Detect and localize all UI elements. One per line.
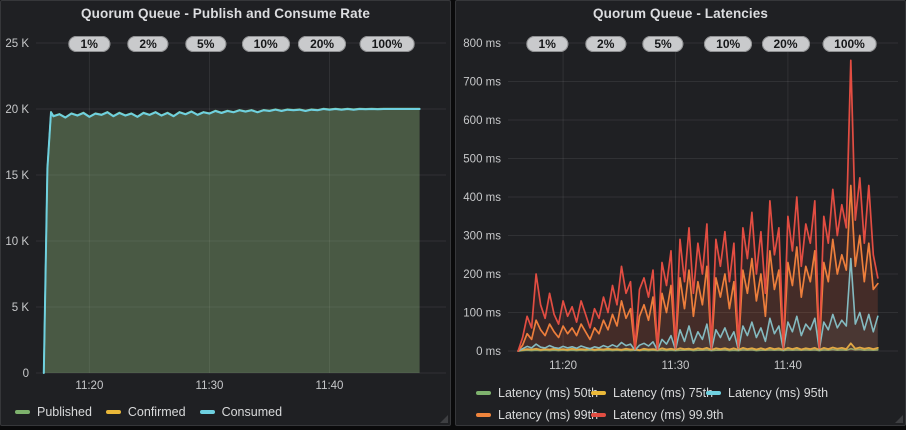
legend-swatch — [476, 413, 491, 417]
chart-legend: Published Confirmed Consumed — [15, 403, 282, 425]
series-latency-ms-50th — [517, 347, 879, 352]
legend-row: Latency (ms) 50th Latency (ms) 75th Latenc… — [476, 384, 828, 402]
chart-legend: Latency (ms) 50th Latency (ms) 75th Latenc… — [476, 384, 828, 428]
legend-swatch — [591, 391, 606, 395]
legend-label: Latency (ms) 95th — [728, 386, 829, 400]
legend-swatch — [591, 413, 606, 417]
y-axis-labels: 0 5 K 10 K 15 K 20 K 25 K — [5, 38, 29, 380]
x-axis-labels: 11:20 11:30 11:40 — [75, 380, 343, 392]
legend-swatch — [15, 410, 30, 414]
legend-swatch — [199, 410, 215, 414]
panel-title-publish-consume[interactable]: Quorum Queue - Publish and Consume Rate — [81, 6, 370, 21]
x-axis-labels: 11:20 11:30 11:40 — [549, 360, 802, 372]
grid-lines — [36, 42, 446, 374]
svg-text:11:20: 11:20 — [75, 380, 103, 392]
annotation-pill-5pct[interactable]: 5% — [642, 36, 684, 52]
legend-item-confirmed[interactable]: Confirmed — [105, 405, 186, 419]
legend-row: Published Confirmed Consumed — [15, 403, 282, 421]
legend-row: Latency (ms) 99th Latency (ms) 99.9th — [476, 406, 821, 424]
latencies-chart[interactable]: 0 ms 100 ms 200 ms 300 ms 400 ms 500 ms 600 ms… — [455, 0, 906, 427]
svg-text:400 ms: 400 ms — [463, 192, 501, 204]
svg-text:600 ms: 600 ms — [463, 115, 501, 127]
legend-label: Latency (ms) 99th — [498, 408, 599, 422]
legend-label: Latency (ms) 99.9th — [613, 408, 724, 422]
svg-text:15 K: 15 K — [5, 170, 29, 182]
annotation-pill-2pct[interactable]: 2% — [127, 36, 169, 52]
legend-item-latency-ms-75th[interactable]: Latency (ms) 75th — [591, 386, 713, 400]
annotation-pill-100pct[interactable]: 100% — [359, 36, 415, 52]
annotation-pill-100pct[interactable]: 100% — [822, 36, 877, 52]
series-latency-ms-95th — [517, 257, 879, 352]
svg-text:25 K: 25 K — [5, 38, 29, 50]
annotation-pill-1pct[interactable]: 1% — [526, 36, 568, 52]
panel-title-latencies[interactable]: Quorum Queue - Latencies — [593, 6, 768, 21]
svg-text:200 ms: 200 ms — [463, 269, 501, 281]
panel-latencies: Quorum Queue - Latencies 0 ms 100 ms 200 m… — [455, 0, 906, 426]
annotation-pill-20pct[interactable]: 20% — [761, 36, 810, 52]
svg-text:300 ms: 300 ms — [463, 231, 501, 243]
annotation-pill-1pct[interactable]: 1% — [68, 36, 110, 52]
publish-consume-chart[interactable]: 0 5 K 10 K 15 K 20 K 25 K 11:20 11:30 11:40 — [0, 0, 451, 427]
svg-text:20 K: 20 K — [5, 104, 29, 116]
svg-text:800 ms: 800 ms — [463, 38, 501, 50]
annotation-pill-10pct[interactable]: 10% — [241, 36, 290, 52]
svg-text:11:40: 11:40 — [774, 360, 802, 372]
svg-text:10 K: 10 K — [5, 236, 29, 248]
svg-text:11:30: 11:30 — [196, 380, 224, 392]
legend-label: Latency (ms) 75th — [613, 386, 714, 400]
svg-text:0: 0 — [23, 368, 29, 380]
panel-resize-handle[interactable] — [895, 415, 903, 423]
svg-text:0 ms: 0 ms — [476, 346, 501, 358]
legend-item-consumed[interactable]: Consumed — [199, 405, 283, 419]
legend-label: Confirmed — [127, 405, 186, 419]
legend-item-latency-ms-50th[interactable]: Latency (ms) 50th — [476, 386, 598, 400]
legend-label: Latency (ms) 50th — [498, 386, 599, 400]
panel-resize-handle[interactable] — [440, 415, 448, 423]
annotation-pill-5pct[interactable]: 5% — [185, 36, 227, 52]
y-axis-labels: 0 ms 100 ms 200 ms 300 ms 400 ms 500 ms 600 ms… — [463, 38, 501, 358]
legend-swatch — [476, 391, 491, 395]
legend-item-published[interactable]: Published — [15, 405, 92, 419]
svg-text:11:30: 11:30 — [662, 360, 690, 372]
panel-publish-consume-rate: Quorum Queue - Publish and Consume Rate … — [0, 0, 451, 426]
series-latency-ms-75th — [517, 342, 879, 352]
legend-item-latency-ms-99-9th[interactable]: Latency (ms) 99.9th — [591, 408, 723, 422]
legend-swatch — [105, 410, 121, 414]
legend-label: Published — [37, 405, 92, 419]
annotation-pill-20pct[interactable]: 20% — [298, 36, 347, 52]
series-consumed — [42, 108, 421, 374]
svg-text:11:40: 11:40 — [316, 380, 344, 392]
svg-text:11:20: 11:20 — [549, 360, 577, 372]
legend-label: Consumed — [221, 405, 283, 419]
legend-item-latency-ms-99th[interactable]: Latency (ms) 99th — [476, 408, 598, 422]
annotation-pill-2pct[interactable]: 2% — [585, 36, 627, 52]
series-latency-ms-99-9th — [517, 59, 879, 352]
svg-text:5 K: 5 K — [12, 302, 30, 314]
legend-swatch — [706, 391, 721, 395]
annotation-pill-10pct[interactable]: 10% — [704, 36, 753, 52]
svg-text:700 ms: 700 ms — [463, 77, 501, 89]
legend-item-latency-ms-95th[interactable]: Latency (ms) 95th — [706, 386, 828, 400]
svg-text:500 ms: 500 ms — [463, 154, 501, 166]
svg-text:100 ms: 100 ms — [463, 308, 501, 320]
